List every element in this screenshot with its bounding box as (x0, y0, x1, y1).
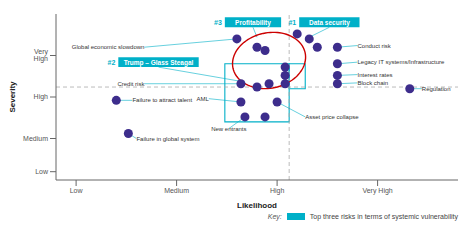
svg-text:Conduct risk: Conduct risk (358, 43, 392, 49)
svg-text:Block chain: Block chain (358, 80, 389, 86)
svg-text:Profitability: Profitability (235, 19, 271, 27)
svg-text:#2: #2 (108, 59, 116, 66)
svg-text:Failure to attract talent: Failure to attract talent (132, 97, 192, 103)
svg-text:VeryHigh: VeryHigh (34, 48, 49, 63)
svg-text:Asset price collapse: Asset price collapse (305, 114, 359, 120)
svg-text:Failure in global system: Failure in global system (136, 136, 199, 142)
svg-text:#1: #1 (288, 19, 296, 26)
svg-text:Severity: Severity (8, 81, 17, 113)
svg-text:New entrants: New entrants (211, 126, 246, 132)
html-text:Key:: Key: (267, 212, 282, 220)
svg-text:Low: Low (70, 187, 84, 194)
svg-text:Likelihood: Likelihood (237, 201, 277, 208)
svg-text:High: High (270, 187, 285, 195)
svg-text:Interest rates: Interest rates (358, 72, 393, 78)
svg-text:Regulation: Regulation (422, 86, 451, 92)
svg-text:Global economic slowdown: Global economic slowdown (72, 44, 145, 50)
html-text:Top three risks in terms of sy: Top three risks in terms of systemic vul… (309, 212, 458, 220)
svg-text:#3: #3 (214, 19, 222, 26)
svg-text:Very High: Very High (362, 187, 392, 195)
svg-text:Legacy IT systems/Infrastructu: Legacy IT systems/Infrastructure (358, 59, 446, 65)
svg-text:Medium: Medium (23, 135, 48, 142)
svg-text:High: High (34, 93, 49, 101)
svg-text:AML: AML (196, 96, 209, 102)
svg-text:Medium: Medium (164, 187, 189, 194)
svg-text:Credit risk: Credit risk (117, 81, 145, 87)
svg-text:Data security: Data security (309, 19, 350, 27)
svg-text:Low: Low (35, 168, 49, 175)
svg-text:Trump – Glass Steagal: Trump – Glass Steagal (124, 59, 194, 67)
